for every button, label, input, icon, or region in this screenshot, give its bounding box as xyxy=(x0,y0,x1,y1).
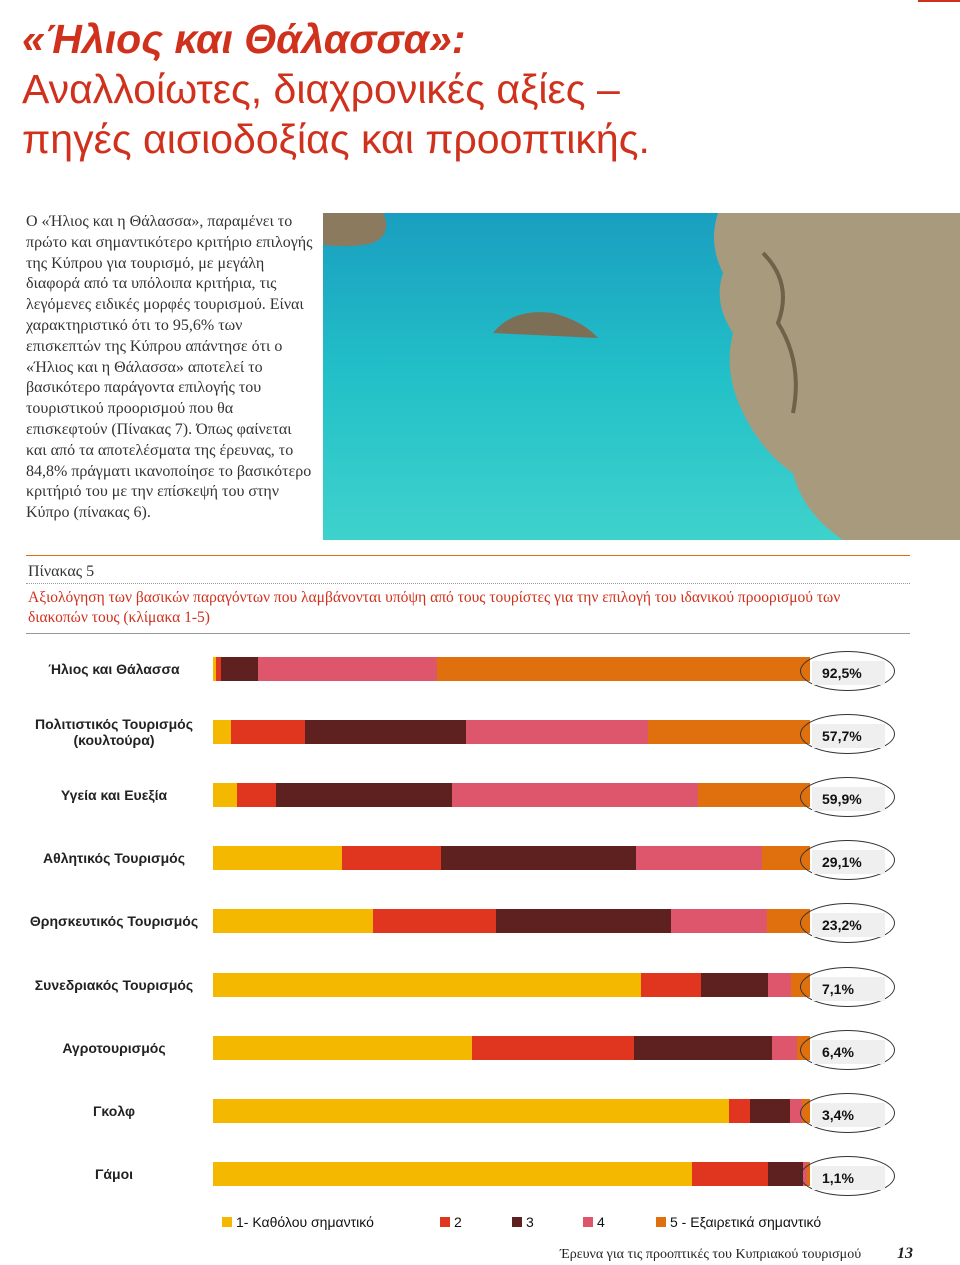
category-label: Υγεία και Ευεξία xyxy=(60,787,168,804)
legend-swatch xyxy=(440,1217,450,1227)
value-label: 29,1% xyxy=(812,850,885,875)
bar-segment xyxy=(636,846,763,871)
highlight-oval xyxy=(800,1029,895,1070)
highlight-oval xyxy=(800,966,895,1007)
bar-segment xyxy=(213,1098,730,1123)
bar-segment xyxy=(257,657,437,681)
title: Αναλλοίωτες, διαχρονικές αξίες – xyxy=(22,66,620,112)
bar-segment xyxy=(213,783,237,808)
bar-segment xyxy=(729,1098,750,1123)
legend-item: 2 xyxy=(440,1214,462,1230)
legend-swatch xyxy=(656,1217,666,1227)
category-label: Γκολφ xyxy=(93,1102,135,1119)
value-label: 1,1% xyxy=(812,1165,885,1190)
bar-segment xyxy=(304,720,466,745)
highlight-oval xyxy=(800,1092,895,1133)
legend-item: 1- Καθόλου σημαντικό xyxy=(222,1214,374,1230)
value-label: 23,2% xyxy=(812,913,885,938)
bar-segment xyxy=(436,657,810,681)
bar-segment xyxy=(465,720,649,745)
legend-item: 5 - Εξαιρετικά σημαντικό xyxy=(656,1214,821,1230)
legend-item: 4 xyxy=(583,1214,605,1230)
bar-segment xyxy=(633,1035,772,1060)
legend-label: 3 xyxy=(526,1214,534,1230)
bar-segment xyxy=(213,657,216,681)
value-label: 3,4% xyxy=(812,1102,885,1127)
category-label: Αγροτουρισμός xyxy=(62,1039,166,1056)
bar-segment xyxy=(692,1161,768,1186)
bar-segment xyxy=(372,909,496,934)
value-label: 57,7% xyxy=(812,724,885,749)
photo xyxy=(323,213,960,540)
page-number: 13 xyxy=(897,1245,913,1262)
highlight-oval xyxy=(800,714,895,755)
value-label: 92,5% xyxy=(812,661,885,685)
legend-swatch xyxy=(222,1217,232,1227)
bar-segment xyxy=(472,1035,634,1060)
legend-label: 4 xyxy=(597,1214,605,1230)
bar-segment xyxy=(697,783,810,808)
bar-segment xyxy=(220,657,258,681)
highlight-oval xyxy=(800,903,895,944)
bar-segment xyxy=(495,909,672,934)
bar-segment xyxy=(275,783,453,808)
bar-segment xyxy=(213,1035,473,1060)
bar-segment xyxy=(789,1098,802,1123)
bar-segment xyxy=(641,972,702,997)
bar-segment xyxy=(771,1035,798,1060)
table-label: Πίνακας 5 xyxy=(28,563,95,580)
category-label: Αθλητικός Τουρισμός xyxy=(43,850,185,867)
bar-segment xyxy=(452,783,698,808)
bar-segment xyxy=(215,657,221,681)
category-label: Θρησκευτικός Τουρισμός xyxy=(29,913,199,930)
bar-segment xyxy=(701,972,768,997)
paragraph: Ο «Ήλιος και η Θάλασσα», παραμένει το πρ… xyxy=(26,213,313,522)
highlight-oval xyxy=(800,840,895,881)
bar-segment xyxy=(213,972,642,997)
category-label: Γάμοι xyxy=(94,1165,134,1182)
bar-segment xyxy=(213,846,342,871)
bar-segment xyxy=(341,846,442,871)
bar-segment xyxy=(767,1161,804,1186)
legend-swatch xyxy=(512,1217,522,1227)
legend-label: 1- Καθόλου σημαντικό xyxy=(236,1214,374,1230)
legend-item: 3 xyxy=(512,1214,534,1230)
title: πηγές αισιοδοξίας και προοπτικής. xyxy=(22,116,650,162)
chart-title: Αξιολόγηση των βασικών παραγόντων που λα… xyxy=(28,589,841,626)
bar-segment xyxy=(648,720,810,745)
legend-swatch xyxy=(583,1217,593,1227)
legend-label: 5 - Εξαιρετικά σημαντικό xyxy=(670,1214,822,1230)
bar-segment xyxy=(236,783,276,808)
highlight-oval xyxy=(800,1155,895,1196)
highlight-oval xyxy=(800,777,895,818)
value-label: 59,9% xyxy=(812,787,885,812)
bar-segment xyxy=(767,972,792,997)
rule xyxy=(26,555,910,556)
bar-segment xyxy=(213,1161,693,1186)
category-label: Πολιτιστικός Τουρισμός (κουλτούρα) xyxy=(35,716,193,749)
bar-segment xyxy=(213,909,373,934)
bar-segment xyxy=(749,1098,790,1123)
category-label: Ήλιος και Θάλασσα xyxy=(48,661,180,677)
bar-segment xyxy=(230,720,305,745)
category-label: Συνεδριακός Τουρισμός xyxy=(34,976,194,993)
value-label: 7,1% xyxy=(812,976,885,1001)
corner-rule xyxy=(918,0,960,2)
bar-segment xyxy=(213,720,231,745)
highlight-oval xyxy=(800,651,895,691)
rule xyxy=(26,583,910,584)
legend-label: 2 xyxy=(454,1214,462,1230)
bar-segment xyxy=(441,846,637,871)
footer-text: Έρευνα για τις προοπτικές του Κυπριακού … xyxy=(560,1247,862,1262)
title: «Ήλιος και Θάλασσα»: xyxy=(22,16,466,62)
bar-segment xyxy=(671,909,767,934)
value-label: 6,4% xyxy=(812,1039,885,1064)
rule xyxy=(26,633,910,634)
